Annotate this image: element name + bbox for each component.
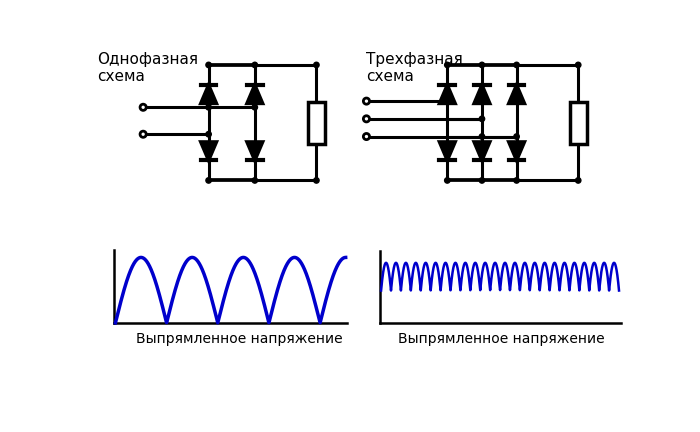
Circle shape [206, 178, 211, 183]
Circle shape [206, 131, 211, 137]
Circle shape [444, 178, 450, 183]
Circle shape [514, 62, 519, 68]
Circle shape [252, 178, 258, 183]
Text: Выпрямленное напряжение: Выпрямленное напряжение [398, 332, 605, 346]
Circle shape [480, 116, 484, 121]
Circle shape [575, 178, 581, 183]
Circle shape [314, 62, 319, 68]
Polygon shape [440, 142, 455, 160]
Circle shape [514, 178, 519, 183]
Circle shape [314, 178, 319, 183]
Circle shape [252, 62, 258, 68]
Circle shape [480, 134, 484, 139]
Circle shape [206, 62, 211, 68]
Circle shape [480, 178, 484, 183]
Circle shape [575, 62, 581, 68]
Polygon shape [509, 85, 524, 103]
Bar [308, 102, 325, 144]
Polygon shape [247, 85, 262, 103]
Polygon shape [201, 142, 216, 160]
Polygon shape [474, 85, 490, 103]
Polygon shape [440, 85, 455, 103]
Polygon shape [201, 85, 216, 103]
Text: Выпрямленное напряжение: Выпрямленное напряжение [136, 332, 343, 346]
Circle shape [480, 62, 484, 68]
Text: Трехфазная
схема: Трехфазная схема [367, 52, 463, 84]
Circle shape [206, 105, 211, 110]
Polygon shape [509, 142, 524, 160]
Circle shape [444, 62, 450, 68]
Polygon shape [247, 142, 262, 160]
Circle shape [444, 98, 450, 104]
Bar [570, 102, 587, 144]
Circle shape [252, 105, 258, 110]
Polygon shape [474, 142, 490, 160]
Text: Однофазная
схема: Однофазная схема [97, 52, 198, 84]
Circle shape [514, 134, 519, 139]
